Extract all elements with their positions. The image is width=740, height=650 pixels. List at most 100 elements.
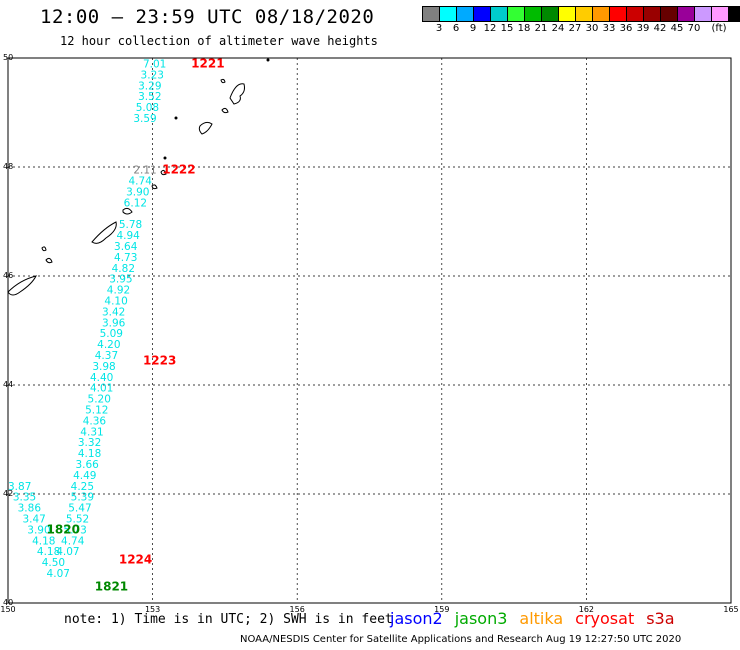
- satellite-pass-label: 1821: [95, 580, 128, 594]
- island-1: [229, 83, 245, 105]
- legend-swatch: [678, 7, 695, 21]
- wave-height-value: 4.73: [114, 252, 137, 264]
- wave-height-value: 4.40: [90, 372, 113, 384]
- latitude-tick-label: 40: [3, 598, 13, 607]
- wave-height-value: 3.29: [138, 80, 161, 92]
- legend-label: 70: [687, 23, 701, 34]
- legend-label: 12: [483, 23, 497, 34]
- wave-height-value: 5.09: [100, 328, 123, 340]
- mission-name: cryosat: [575, 609, 635, 628]
- wave-height-value: 7.01: [143, 58, 166, 70]
- legend-swatches: [422, 6, 740, 22]
- longitude-tick-label: 165: [723, 605, 738, 614]
- satellite-pass-label: 1221: [191, 56, 224, 70]
- wave-height-value: 4.36: [83, 415, 107, 427]
- wave-height-value: 4.94: [116, 230, 140, 242]
- island-8: [91, 221, 117, 244]
- longitude-tick-label: 159: [434, 605, 449, 614]
- wave-height-value: 3.47: [22, 514, 45, 526]
- mission-name: jason2: [390, 609, 443, 628]
- longitude-tick-label: 150: [0, 605, 15, 614]
- pass-labels: 1221 1222 1223 1224 1820 1821: [47, 56, 225, 593]
- wave-height-value: 3.32: [78, 437, 101, 449]
- legend-swatch: [491, 7, 508, 21]
- legend-label: 21: [534, 23, 548, 34]
- wave-height-value: 4.82: [112, 263, 135, 275]
- wave-height-value: 4.31: [80, 426, 103, 438]
- island-4: [220, 78, 226, 84]
- legend-swatch: [508, 7, 525, 21]
- wave-height-value: 4.92: [107, 285, 130, 297]
- wave-height-value: 4.20: [97, 339, 120, 351]
- legend-label: 18: [517, 23, 531, 34]
- wave-height-value: 4.01: [90, 383, 113, 395]
- island-7: [122, 207, 133, 215]
- wave-height-value: 3.66: [75, 459, 99, 471]
- wave-height-value: 3.96: [102, 317, 126, 329]
- wave-height-value: 3.95: [109, 274, 132, 286]
- legend-label: 30: [585, 23, 599, 34]
- latitude-tick-label: 44: [3, 380, 13, 389]
- island-2: [221, 107, 229, 114]
- legend-label: 42: [653, 23, 667, 34]
- legend-swatch: [525, 7, 542, 21]
- map-frame: [7, 57, 732, 604]
- color-legend: 3 6 9 12 15 18 21 24 27 30 33 36 39 42 45 70 (ft): [422, 6, 740, 36]
- mission-name: jason3: [454, 609, 508, 628]
- wave-height-value: 4.10: [104, 296, 127, 308]
- satellite-pass-label: 1222: [162, 163, 195, 177]
- legend-label: 9: [469, 23, 477, 34]
- wave-height-value: 4.18: [78, 448, 101, 460]
- wave-height-value: 4.49: [73, 470, 96, 482]
- wave-height-value: 5.20: [88, 394, 111, 406]
- satellite-pass-label: 1224: [119, 552, 152, 566]
- wave-height-value: 3.90: [27, 524, 50, 536]
- longitude-tick-label: 153: [145, 605, 160, 614]
- legend-swatch: [440, 7, 457, 21]
- wave-height-value: 4.50: [42, 557, 65, 569]
- credit-footer: NOAA/NESDIS Center for Satellite Applica…: [240, 634, 682, 645]
- islet-3: [163, 156, 167, 160]
- legend-swatch: [559, 7, 576, 21]
- island-11: [7, 275, 37, 296]
- coastline: [7, 58, 270, 296]
- wave-height-value: 6.12: [124, 197, 147, 209]
- longitude-tick-label: 156: [290, 605, 305, 614]
- legend-label: 33: [602, 23, 616, 34]
- legend-label: 39: [636, 23, 650, 34]
- legend-swatch: [627, 7, 644, 21]
- wave-height-value: 4.37: [95, 350, 118, 362]
- latitude-tick-label: 46: [3, 271, 13, 280]
- legend-swatch: [457, 7, 474, 21]
- mission-name: altika: [519, 609, 564, 628]
- islet-1: [174, 116, 178, 120]
- wave-height-value: 4.18: [32, 535, 55, 547]
- latitude-tick-label: 50: [3, 53, 13, 62]
- wave-height-value: 3.86: [18, 503, 42, 515]
- legend-swatch: [661, 7, 678, 21]
- legend-label: 24: [551, 23, 565, 34]
- wave-height-value: 5.12: [85, 405, 108, 417]
- wave-height-value: 4.25: [71, 481, 94, 493]
- island-6: [151, 184, 158, 190]
- latitude-tick-label: 48: [3, 162, 13, 171]
- wave-height-value: 3.87: [8, 481, 31, 493]
- wave-height-value: 3.42: [102, 306, 125, 318]
- wave-height-value: 2.11: [133, 165, 156, 177]
- legend-swatch: [542, 7, 559, 21]
- wave-height-value: 4.18: [37, 546, 60, 558]
- satellite-pass-label: 1223: [143, 353, 176, 367]
- island-3: [198, 121, 213, 135]
- legend-labels: 3 6 9 12 15 18 21 24 27 30 33 36 39 42 45 70 (ft): [422, 22, 740, 36]
- wave-height-value: 5.08: [136, 102, 159, 114]
- legend-swatch: [610, 7, 627, 21]
- wave-height-value: 5.52: [66, 514, 89, 526]
- legend-label: (ft): [711, 23, 727, 34]
- wave-height-values: 7.013.233.293.525.083.592.114.743.906.12…: [8, 58, 166, 580]
- wave-height-value: 5.39: [71, 492, 94, 504]
- mission-name: s3a: [646, 609, 675, 628]
- wave-height-value: 3.23: [141, 69, 164, 81]
- wave-height-value: 4.74: [129, 176, 153, 188]
- wave-height-value: 4.07: [47, 568, 70, 580]
- islet-2: [266, 58, 270, 62]
